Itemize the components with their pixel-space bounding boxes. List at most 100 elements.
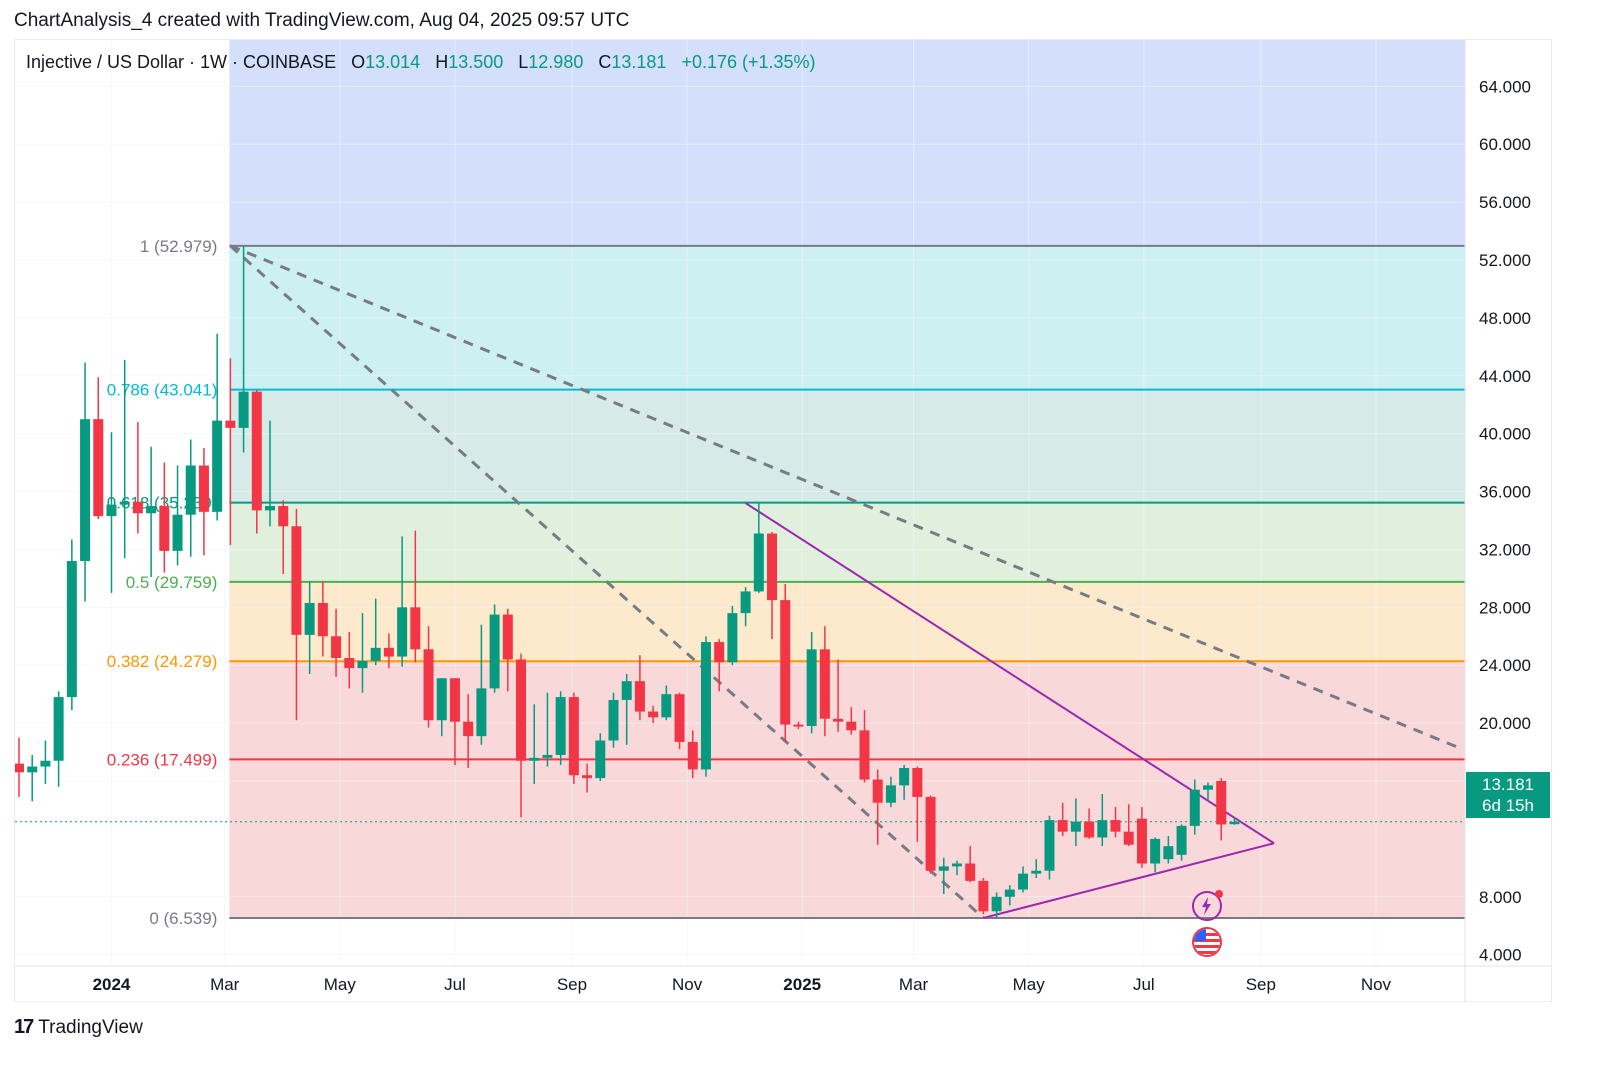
x-tick-label: 2025 (783, 975, 821, 994)
chart-frame[interactable]: 1 (52.979) 0.786 (43.041) 0.618 (35.239) 0.… (14, 39, 1552, 1002)
candle-body (198, 465, 209, 512)
last-price-tag: 13.181 6d 15h (1466, 772, 1550, 818)
candle-body (582, 775, 593, 779)
x-tick-label: Jul (444, 975, 466, 994)
fib-zone-0.382 (229, 581, 1466, 662)
y-tick-label: 8.000 (1479, 888, 1522, 907)
candle-body (608, 699, 619, 741)
candle-body (1150, 838, 1161, 864)
x-tick-label: May (1013, 975, 1046, 994)
lightning-glyph (1202, 897, 1211, 915)
last-price: 13.181 (1482, 775, 1534, 794)
candle-body (1097, 820, 1108, 838)
fib-extension-zone (229, 40, 1466, 246)
candle-body (595, 740, 606, 779)
candle-body (687, 741, 698, 770)
open-label: O (351, 52, 366, 72)
candle-body (344, 657, 355, 669)
candle-body (727, 613, 738, 663)
x-tick-label: 2024 (93, 975, 131, 994)
fib-label-1: 1 (52.979) (140, 237, 218, 256)
candle-body (304, 602, 315, 635)
candle-body (833, 718, 844, 722)
candle-body (714, 642, 725, 663)
candle-body (634, 681, 645, 712)
y-tick-label: 28.000 (1479, 598, 1531, 617)
candle-body (502, 614, 513, 660)
lightning-icon[interactable] (1192, 890, 1223, 921)
candle-body (1070, 821, 1081, 832)
symbol-legend: Injective / US Dollar · 1W · COINBASE O1… (26, 52, 816, 73)
candle-body (1163, 846, 1174, 860)
y-tick-label: 24.000 (1479, 656, 1531, 675)
footer: 17 TradingView (14, 1016, 143, 1039)
candle-body (899, 767, 910, 786)
low-value: 12.980 (528, 52, 584, 72)
candle-body (40, 760, 51, 767)
candle-body (1018, 873, 1029, 890)
candle-body (238, 391, 249, 428)
x-tick-label: Mar (210, 975, 240, 994)
candle-body (436, 678, 447, 721)
y-tick-label: 36.000 (1479, 483, 1531, 502)
brand-name[interactable]: TradingView (38, 1016, 143, 1038)
fib-zone-0.618 (229, 389, 1466, 503)
candle-body (793, 724, 804, 727)
candle-body (846, 721, 857, 731)
fib-zone-0.236 (229, 661, 1466, 760)
candle-body (1084, 821, 1095, 838)
chart-canvas[interactable]: 1 (52.979)0.786 (43.041)0.618 (35.239)0.… (15, 40, 1551, 1001)
fib-label-0.786: 0.786 (43.041) (107, 381, 218, 400)
candle-body (1176, 825, 1187, 855)
tradingview-logo-icon[interactable]: 17 (14, 1016, 34, 1038)
candle-body (516, 659, 527, 761)
fib-label-0.5: 0.5 (29.759) (126, 573, 218, 592)
candle-body (476, 688, 487, 737)
candle-body (700, 642, 711, 770)
y-tick-label: 40.000 (1479, 425, 1531, 444)
candle-body (132, 501, 143, 514)
fib-zone-0 (229, 759, 1466, 918)
x-tick-label: Sep (557, 975, 587, 994)
candle-body (1189, 789, 1200, 826)
candle-body (1031, 870, 1042, 874)
candle-body (331, 636, 342, 658)
x-tick-label: Jul (1133, 975, 1155, 994)
candle-body (449, 678, 460, 722)
candle-body (66, 561, 77, 698)
x-tick-label: Nov (1361, 975, 1392, 994)
candle-body (965, 863, 976, 881)
candle-body (951, 863, 962, 867)
candle-body (1229, 821, 1240, 825)
candle-body (806, 649, 817, 727)
candle-body (859, 730, 870, 780)
candle-body (740, 591, 751, 614)
candle-body (1123, 831, 1134, 845)
candle-body (80, 419, 91, 562)
candle-body (146, 506, 157, 514)
candle-body (159, 506, 170, 551)
us-flag-icon[interactable] (1192, 927, 1222, 957)
x-tick-label: May (324, 975, 357, 994)
open-value: 13.014 (365, 52, 421, 72)
dashed-trendline-1 (229, 244, 1460, 750)
candle-body (317, 602, 328, 637)
candle-body (463, 721, 474, 737)
candle-body (938, 866, 949, 871)
candle-body (93, 419, 104, 517)
candle-body (291, 526, 302, 635)
triangle-lower-line (983, 842, 1275, 919)
candle-body (53, 697, 64, 761)
candle-body (225, 420, 236, 428)
symbol-name[interactable]: Injective / US Dollar · 1W · COINBASE (26, 52, 337, 72)
candle-body (423, 649, 434, 721)
candle-body (872, 779, 883, 803)
dashed-trendline-2 (229, 244, 985, 920)
candle-body (15, 763, 24, 773)
candle-body (383, 647, 394, 657)
candle-body (1057, 820, 1068, 832)
candle-body (251, 391, 262, 511)
change-value: +0.176 (+1.35%) (681, 52, 816, 72)
candle-body (106, 504, 117, 517)
candle-body (27, 766, 38, 773)
